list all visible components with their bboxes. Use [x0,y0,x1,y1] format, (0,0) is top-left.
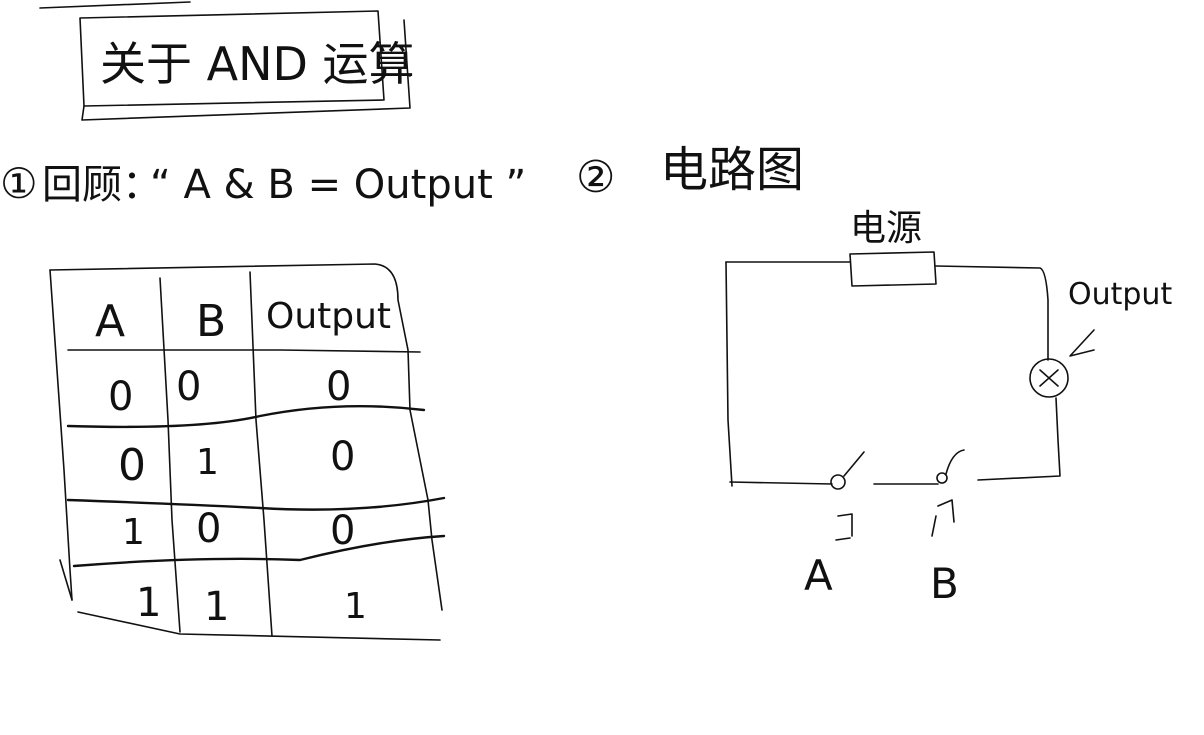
section2-label: 电路图 [660,142,804,198]
section1-label: 回顾： [42,162,162,208]
title-frame-shadow [81,19,411,121]
table-header-b: B [196,296,226,347]
table-cell-r1-a: 0 [108,374,133,420]
table-header-a: A [95,296,125,347]
table-cell-r1-output: 0 [326,364,351,410]
section1-expression: “ A & B = Output ” [150,162,526,208]
wire-top-right [935,265,1049,361]
power-source-label: 电源 [850,208,922,249]
stray-line [39,1,191,9]
switch-a-contact [830,474,846,490]
table-cell-r2-b: 1 [196,442,219,483]
lamp-cross-icon [1039,369,1059,387]
switch-b-label: B [930,559,959,608]
switch-b-lever [945,449,965,475]
switch-a-label: A [804,551,833,600]
switch-b-contact [936,472,948,484]
wire-bottom-right [977,397,1061,481]
table-cell-r4-output: 1 [344,586,367,627]
table-column-divider-2 [249,271,273,637]
section1-number: ① [0,159,38,208]
table-cell-r4-b: 1 [204,584,229,630]
table-outline-tail [59,559,73,601]
table-cell-r4-a: 1 [136,580,161,626]
circuit-diagram: 电源 Output A B [725,208,1172,608]
title-dot [405,73,411,77]
title-frame-inner [79,10,385,107]
section2-number: ② [576,152,615,203]
wire-bottom-left [729,481,833,485]
switch-a-lever [843,451,865,477]
table-cell-r2-a: 0 [118,440,146,491]
table-row-divider-4 [72,534,446,568]
output-lamp [1029,358,1069,398]
section2-heading: ② 电路图 [576,142,804,203]
table-cell-r1-b: 0 [176,364,201,410]
table-outline-right [49,263,443,611]
title-text: 关于 AND 运算 [100,37,415,91]
output-label: Output [1068,277,1172,312]
table-row-divider-1 [67,349,421,353]
switch-a-arrow-icon [835,513,853,541]
table-row-divider-2 [66,404,426,429]
table-cell-r2-output: 0 [330,434,355,480]
table-header-output: Output [266,296,391,337]
table-cell-r3-a: 1 [122,512,145,553]
title-box: 关于 AND 运算 [79,10,415,121]
table-bottom-line [77,611,441,641]
wire-left [725,261,733,487]
table-row-divider-3 [66,496,446,511]
table-cell-r3-output: 0 [330,508,355,554]
table-cell-r3-b: 0 [196,506,221,552]
table-column-divider-1 [159,277,181,633]
switch-b-arrow-icon [931,499,955,537]
table-outline-left [49,269,73,601]
power-source [849,251,937,287]
section1-heading: ① 回顾： “ A & B = Output ” [0,159,526,208]
output-arrow-icon [1069,329,1095,357]
truth-table: A B Output 0 0 0 0 1 0 1 0 0 1 1 1 [49,263,446,641]
